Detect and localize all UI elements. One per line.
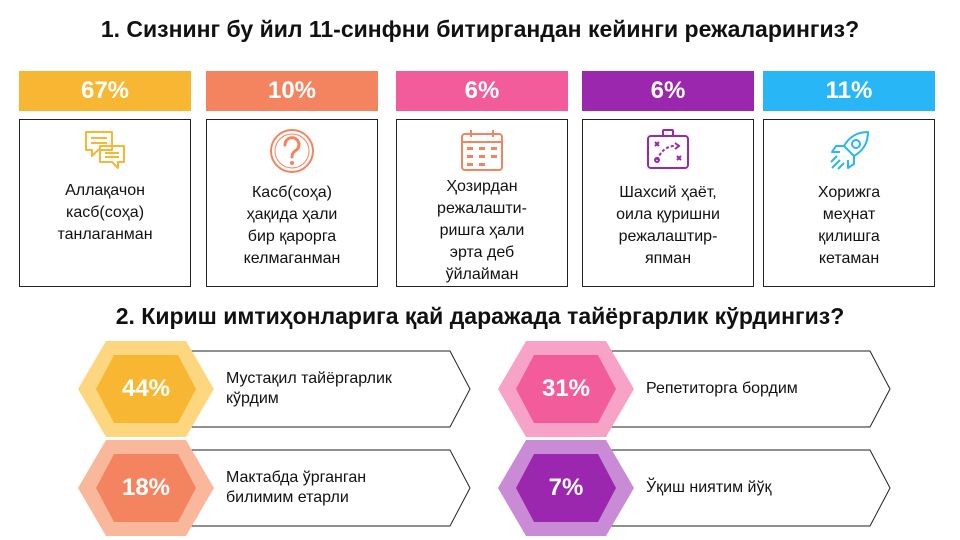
card-percent: 6% xyxy=(582,71,754,111)
question-mark-icon xyxy=(270,129,314,173)
question-2-title: 2. Кириш имтиҳонларига қай даражада тайё… xyxy=(115,303,845,329)
card-body: Хорижга меҳнат қилишга кетаман xyxy=(763,119,935,287)
card-work-abroad: 11% Хорижга меҳнат қилишга кетаман xyxy=(763,71,935,287)
card-already-chosen: 67% Аллақачон касб(соҳа) танлаганман xyxy=(19,71,191,287)
answer-percent: 7% xyxy=(548,474,584,501)
calendar-icon xyxy=(461,130,503,171)
card-percent: 11% xyxy=(763,71,935,111)
card-text: Ҳозирдан режалашти-ришга ҳали эрта деб ўйла… xyxy=(437,178,527,283)
question-1-title: 1. Сизнинг бу йил 11-синфни битиргандан … xyxy=(100,16,860,42)
card-body: Ҳозирдан режалашти-ришга ҳали эрта деб ўйла… xyxy=(396,119,568,287)
answer-tutor: 31% Репетиторга бордим xyxy=(498,341,891,437)
card-text: Аллақачон касб(соҳа) танлаганман xyxy=(57,182,153,243)
card-text: Хорижга меҳнат қилишга кетаман xyxy=(817,184,881,267)
answer-self-prepared: 44% Мустақил тайёргарлик кўрдим xyxy=(78,341,471,437)
answer-text: Ўқиш ниятим йўқ xyxy=(646,479,772,496)
answer-percent: 31% xyxy=(541,375,591,402)
card-text: Касб(соҳа) ҳақида ҳали бир қарорга келмаган… xyxy=(243,184,341,267)
answer-school-knowledge: 18% Мактабда ўрганган билимим етарли xyxy=(78,440,471,536)
rocket-icon xyxy=(830,131,869,170)
answer-text: Мактабда ўрганган билимим етарли xyxy=(226,469,367,506)
answer-text: Мустақил тайёргарлик кўрдим xyxy=(226,370,392,407)
card-too-early: 6% Ҳозирдан режалашти-ришга ҳали эрта деб ў… xyxy=(396,71,568,287)
card-body: Аллақачон касб(соҳа) танлаганман xyxy=(19,119,191,287)
percent-hexagon xyxy=(78,341,214,437)
answer-percent: 44% xyxy=(121,375,171,402)
card-percent: 6% xyxy=(396,71,568,111)
card-text: Шахсий ҳаёт, оила қуришни режалаштир-япман xyxy=(616,184,720,267)
card-percent: 67% xyxy=(19,71,191,111)
card-personal-life: 6% Шахсий ҳаёт, оила қуришни режалаштир-яп… xyxy=(582,71,754,287)
card-not-decided: 10% Касб(соҳа) ҳақида ҳали бир қарорга келм… xyxy=(206,71,378,287)
answer-text: Репетиторга бордим xyxy=(646,380,798,397)
percent-hexagon xyxy=(498,440,634,536)
strategy-board-icon xyxy=(647,129,689,169)
card-body: Касб(соҳа) ҳақида ҳали бир қарорга келмаган… xyxy=(206,119,378,287)
card-percent: 10% xyxy=(206,71,378,111)
chat-bubbles-icon xyxy=(85,131,125,169)
answer-no-intention: 7% Ўқиш ниятим йўқ xyxy=(498,440,891,536)
percent-hexagon xyxy=(498,341,634,437)
answer-percent: 18% xyxy=(121,474,171,501)
percent-hexagon xyxy=(78,440,214,536)
card-body: Шахсий ҳаёт, оила қуришни режалаштир-япман xyxy=(582,119,754,287)
